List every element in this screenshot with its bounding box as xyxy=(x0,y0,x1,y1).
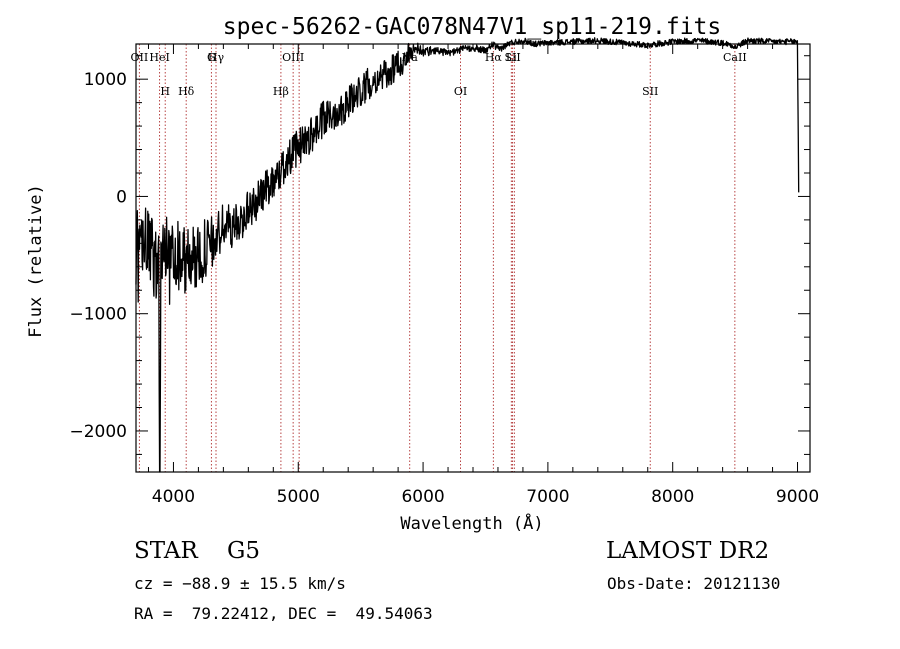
line-marker-label: OII xyxy=(131,51,149,64)
y-tick-label: 1000 xyxy=(84,70,127,90)
coordinates-line: RA = 79.22412, DEC = 49.54063 xyxy=(134,604,433,623)
line-marker-label: Hδ xyxy=(178,85,195,98)
line-marker-label: H xyxy=(160,85,170,98)
survey-name: LAMOST DR2 xyxy=(606,538,770,564)
line-marker-label: Hβ xyxy=(273,85,289,98)
obs-date: Obs-Date: 20121130 xyxy=(607,574,781,593)
plot-frame xyxy=(135,43,811,473)
line-marker-label: CaII xyxy=(723,51,747,64)
line-marker-label: HeI xyxy=(149,51,169,64)
y-tick-label: −2000 xyxy=(69,422,127,442)
axes-layer: 4000 5000 6000 7000 8000 9000 −2000 −1000 0 1000 xyxy=(69,43,819,507)
line-marker-label: SII xyxy=(642,85,658,98)
x-tick-label: 8000 xyxy=(651,487,694,507)
object-class: STAR G5 xyxy=(134,538,261,564)
x-tick-label: 5000 xyxy=(277,487,320,507)
line-marker-label: Li xyxy=(506,51,517,64)
x-tick-label: 9000 xyxy=(776,487,819,507)
spectrum-series-line xyxy=(135,37,800,473)
y-axis-label: Flux (relative) xyxy=(26,184,46,338)
y-tick-label: 0 xyxy=(116,187,127,207)
spectrum-layer xyxy=(135,37,800,473)
x-tick-label: 6000 xyxy=(401,487,444,507)
x-axis-label: Wavelength (Å) xyxy=(400,512,543,534)
line-marker-label: OIII xyxy=(282,51,304,64)
chart-title: spec-56262-GAC078N47V1_sp11-219.fits xyxy=(223,14,722,40)
line-marker-label: SII xyxy=(504,51,520,64)
line-marker-label: G xyxy=(207,51,216,64)
line-marker-label: OI xyxy=(454,85,467,98)
line-marker-label: Na xyxy=(402,51,419,64)
redshift-line: cz = −88.9 ± 15.5 km/s xyxy=(134,574,346,593)
line-marker-label: Hγ xyxy=(208,51,225,64)
line-marker-label: Hα xyxy=(485,51,503,64)
x-tick-label: 4000 xyxy=(152,487,195,507)
x-tick-label: 7000 xyxy=(526,487,569,507)
y-tick-label: −1000 xyxy=(69,305,127,325)
